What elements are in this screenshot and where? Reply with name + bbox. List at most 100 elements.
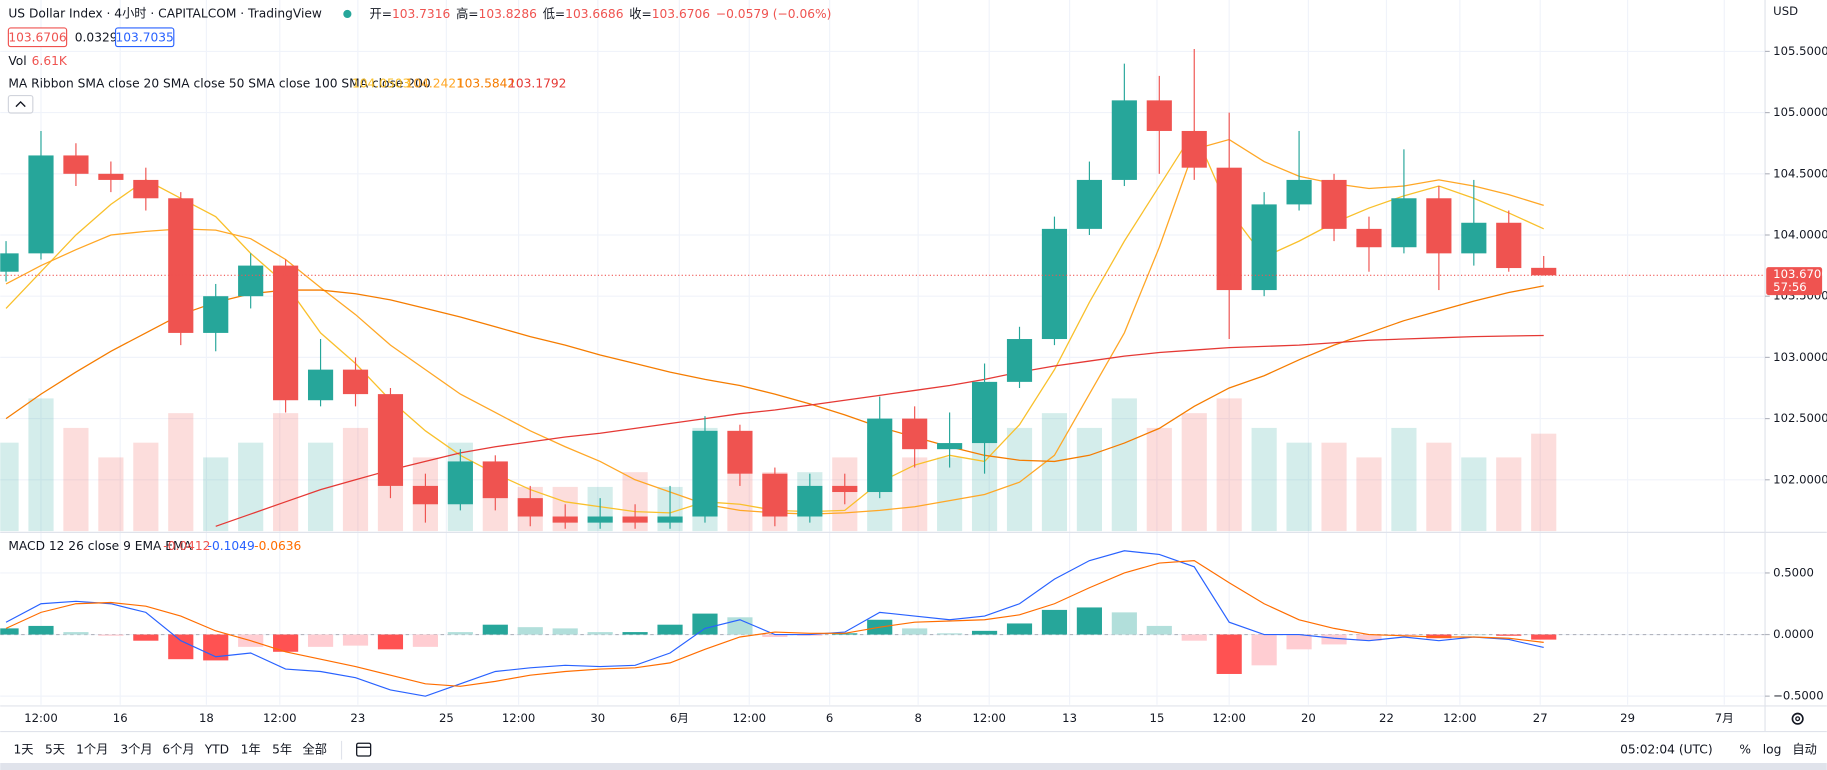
x-tick-label: 12:00 bbox=[972, 711, 1006, 725]
date-range-icon[interactable] bbox=[356, 742, 372, 757]
candle-body bbox=[902, 418, 928, 450]
volume-bar bbox=[1076, 427, 1102, 532]
signal-value: -0.0636 bbox=[254, 539, 301, 553]
candle-body bbox=[342, 369, 369, 395]
candle-body bbox=[552, 516, 578, 523]
candle-body bbox=[238, 265, 264, 297]
x-tick-label: 6月 bbox=[670, 711, 689, 725]
price-pane bbox=[0, 48, 1766, 532]
macd-histogram-bar bbox=[797, 634, 823, 636]
macd-histogram-bar bbox=[1181, 634, 1207, 641]
x-tick-label: 12:00 bbox=[263, 711, 297, 725]
x-tick-label: 25 bbox=[439, 711, 454, 725]
ask-box[interactable] bbox=[114, 27, 175, 48]
candle-body bbox=[1321, 179, 1347, 229]
x-tick-label: 30 bbox=[590, 711, 605, 725]
candle-body bbox=[797, 485, 823, 517]
candle-body bbox=[1006, 339, 1033, 382]
x-tick-label: 22 bbox=[1379, 711, 1394, 725]
x-tick-label: 13 bbox=[1062, 711, 1077, 725]
range-button[interactable]: 6个月 bbox=[162, 743, 194, 757]
volume-bar bbox=[98, 457, 124, 532]
volume-bar bbox=[1496, 457, 1522, 532]
x-tick-label: 12:00 bbox=[24, 711, 58, 725]
bid-box[interactable] bbox=[7, 27, 68, 48]
candle-body bbox=[1181, 130, 1207, 168]
macd-histogram-bar bbox=[133, 634, 159, 641]
ma-legend: MA Ribbon SMA close 20 SMA close 50 SMA … bbox=[8, 76, 430, 90]
volume-bar bbox=[1216, 398, 1242, 532]
candle-body bbox=[133, 179, 159, 199]
price-tag-countdown: 57:56 bbox=[1773, 280, 1807, 294]
range-button[interactable]: 全部 bbox=[303, 742, 327, 757]
candle-body bbox=[867, 418, 893, 493]
macd-histogram-bar bbox=[762, 634, 788, 638]
macd-histogram-bar bbox=[307, 634, 334, 647]
scale-option[interactable]: log bbox=[1763, 743, 1782, 757]
price-change: −0.0579 (−0.06%) bbox=[716, 6, 831, 20]
macd-line bbox=[5, 550, 1544, 697]
x-tick-label: 18 bbox=[199, 711, 214, 725]
ma-line bbox=[215, 334, 1544, 527]
volume-bar bbox=[133, 442, 159, 532]
macd-histogram-bar bbox=[1391, 634, 1417, 636]
range-button[interactable]: 5年 bbox=[272, 743, 292, 757]
macd-histogram-bar bbox=[1286, 634, 1312, 650]
volume-bar bbox=[1181, 413, 1207, 532]
volume-bar bbox=[1356, 457, 1382, 532]
ma-value: 103.5842 bbox=[457, 76, 515, 90]
x-tick-label: 12:00 bbox=[1443, 711, 1477, 725]
y-tick-label: 0.0000 bbox=[1773, 627, 1814, 641]
macd-histogram-bar bbox=[98, 634, 124, 636]
volume-bar bbox=[1321, 442, 1347, 532]
y-tick-label: 0.5000 bbox=[1773, 565, 1814, 579]
chevron-icon bbox=[15, 100, 26, 108]
ohlc-label: 收= bbox=[629, 6, 651, 20]
ohlc-value: 103.7316 bbox=[392, 6, 450, 20]
axes: 12:00 16 18 12:00 23 25 12:00 30 6月 12:00 6 8 12:00 1… bbox=[24, 44, 1827, 725]
macd-histogram-bar bbox=[482, 624, 508, 635]
x-tick-label: 7月 bbox=[1715, 711, 1734, 725]
volume-bar bbox=[273, 413, 299, 532]
candle-body bbox=[0, 253, 19, 272]
x-tick-label: 27 bbox=[1533, 711, 1548, 725]
volume-bar bbox=[0, 442, 19, 532]
x-tick-label: 29 bbox=[1620, 711, 1635, 725]
gear-center bbox=[1795, 716, 1801, 722]
volume-bar bbox=[1251, 427, 1277, 532]
range-button[interactable]: 3个月 bbox=[120, 743, 152, 757]
scale-option[interactable]: 自动 bbox=[1792, 743, 1816, 757]
signal-line bbox=[5, 560, 1544, 687]
utc-clock[interactable]: 05:02:04 (UTC) bbox=[1620, 743, 1713, 757]
market-status bbox=[343, 9, 352, 19]
scale-option[interactable]: % bbox=[1739, 743, 1751, 757]
macd-histogram-bar bbox=[377, 634, 404, 650]
range-button[interactable]: 1天 bbox=[14, 743, 34, 757]
ohlc-label: 低= bbox=[543, 6, 565, 20]
x-tick-label: 16 bbox=[113, 711, 128, 725]
candle-body bbox=[517, 498, 543, 517]
candle-body bbox=[832, 485, 858, 493]
candle-body bbox=[1531, 267, 1557, 276]
candle-body bbox=[1216, 167, 1242, 291]
currency[interactable]: USD bbox=[1773, 4, 1798, 18]
range-button[interactable]: 5天 bbox=[45, 743, 65, 757]
macd-histogram-bar bbox=[902, 628, 928, 635]
range-button[interactable]: 1个月 bbox=[76, 743, 108, 757]
ohlc-value: 103.8286 bbox=[479, 6, 537, 20]
volume-bar bbox=[1006, 427, 1033, 532]
macd-histogram-bar bbox=[1216, 634, 1242, 674]
settings-icon[interactable] bbox=[1791, 712, 1804, 725]
y-tick-label: 104.5000 bbox=[1773, 166, 1827, 180]
ask-price: 103.7035 bbox=[116, 30, 174, 44]
range-button[interactable]: YTD bbox=[204, 743, 229, 757]
macd-histogram-bar bbox=[622, 632, 648, 635]
range-button[interactable]: 1年 bbox=[241, 743, 261, 757]
volume-bar bbox=[1286, 442, 1312, 532]
candle-body bbox=[1461, 222, 1487, 254]
macd-histogram-bar bbox=[447, 632, 473, 635]
macd-histogram-bar bbox=[1251, 634, 1277, 666]
collapse-legend-button[interactable] bbox=[7, 94, 34, 114]
macd-value: -0.1049 bbox=[208, 539, 255, 553]
price-tag-value: 103.6706 bbox=[1773, 267, 1827, 281]
